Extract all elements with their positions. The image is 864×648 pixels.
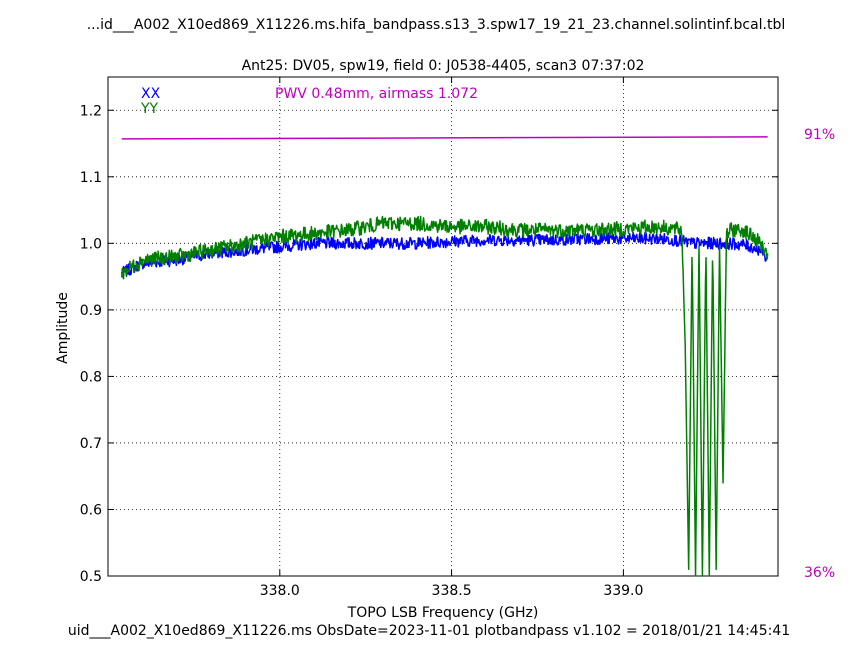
y-axis-label: Amplitude: [55, 292, 71, 364]
series-line-yy: [120, 215, 769, 577]
figure-suptitle: ...id___A002_X10ed869_X11226.ms.hifa_ban…: [87, 17, 786, 33]
legend-xx: XX: [141, 86, 161, 102]
plot-area: 338.0 338.5 339.0 0.5 0.6 0.7 0.8 0.9 1.0 1.1 1.2: [80, 76, 779, 599]
x-tick-label: 338.0: [260, 583, 300, 599]
y-tick-label: 1.1: [80, 170, 102, 186]
x-axis-label: TOPO LSB Frequency (GHz): [347, 605, 539, 621]
x-tick-label: 338.5: [432, 583, 472, 599]
legend-yy: YY: [140, 101, 159, 117]
right-axis-bottom-label: 36%: [804, 565, 835, 581]
series-group: [120, 136, 769, 577]
series-line-xx: [121, 231, 769, 277]
pwv-annotation: PWV 0.48mm, airmass 1.072: [275, 86, 478, 102]
series-line-pwv: [121, 136, 768, 140]
plot-frame: [107, 76, 779, 577]
right-axis-top-label: 91%: [804, 127, 835, 143]
figure-footer: uid___A002_X10ed869_X11226.ms ObsDate=20…: [68, 623, 790, 639]
y-tick-label: 0.6: [80, 502, 102, 518]
y-tick-label: 1.0: [80, 236, 102, 252]
grid: [108, 77, 778, 577]
y-tick-label: 0.9: [80, 303, 102, 319]
ticks: 338.0 338.5 339.0 0.5 0.6 0.7 0.8 0.9 1.0 1.1 1.2: [80, 77, 778, 599]
y-tick-label: 0.8: [80, 369, 102, 385]
y-tick-label: 0.5: [80, 569, 102, 585]
chart-title: Ant25: DV05, spw19, field 0: J0538-4405,…: [242, 58, 645, 74]
y-tick-label: 1.2: [80, 103, 102, 119]
y-tick-label: 0.7: [80, 436, 102, 452]
x-tick-label: 339.0: [603, 583, 643, 599]
